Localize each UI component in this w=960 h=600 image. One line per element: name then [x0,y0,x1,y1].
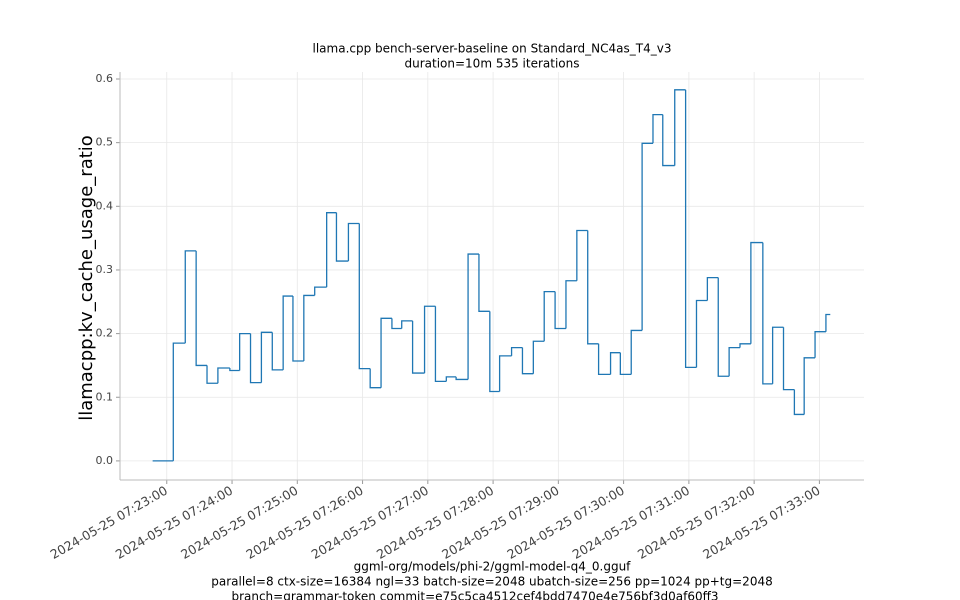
line-step [609,352,621,375]
line-step [597,343,611,375]
line-step [411,320,425,374]
line-step [271,332,284,371]
line-step [684,89,697,368]
line-step [358,223,371,370]
line-step [662,114,675,167]
line-step [543,290,556,342]
line-step [423,305,436,374]
line-step [249,333,262,384]
line-step [478,254,490,312]
y-tick-label: 0.6 [96,72,114,85]
line-step [467,253,479,380]
y-tick-label: 0.0 [96,454,114,467]
x-tick-label: 2024-05-25 07:25:00 [178,483,301,562]
x-tick-label: 2024-05-25 07:23:00 [48,483,171,562]
line-step [803,357,816,415]
line-step [825,313,831,332]
line-step [282,295,293,370]
line-step [498,355,512,392]
x-tick-label: 2024-05-25 07:33:00 [700,483,823,562]
y-tick-label: 0.2 [96,327,114,340]
footer-line: ggml-org/models/phi-2/ggml-model-q4_0.gg… [354,560,632,574]
line-step [206,365,218,384]
line-step [706,276,719,301]
line-step [641,142,653,331]
line-step [793,389,805,416]
y-tick-label: 0.5 [96,136,114,149]
line-step [172,342,186,461]
y-axis-label: llamacpp:kv_cache_usage_ratio [76,135,97,421]
line-step [728,346,740,377]
line-step [565,280,577,329]
line-step [576,229,588,281]
line-step [674,89,686,166]
line-step [782,327,795,391]
line-step [238,332,251,371]
line-step [532,340,545,374]
line-step [335,212,349,262]
line-step [445,376,457,382]
footer-line: parallel=8 ctx-size=16384 ngl=33 batch-s… [211,575,772,589]
line-step [380,317,392,388]
line-step [489,311,500,393]
line-step [314,286,327,296]
chart-title: llama.cpp bench-server-baseline on Stand… [313,42,672,56]
line-step [347,222,360,262]
line-step [652,113,663,144]
line-step [229,367,240,372]
x-tick-label: 2024-05-25 07:28:00 [374,483,497,562]
line-step [401,320,413,329]
x-tick-label: 2024-05-25 07:24:00 [113,483,236,562]
line-step [762,242,773,385]
y-tick-label: 0.1 [96,390,114,403]
line-step [455,376,469,381]
x-tick-label: 2024-05-25 07:27:00 [309,483,432,562]
x-tick-label: 2024-05-25 07:30:00 [504,483,627,562]
line-step [292,296,304,362]
x-tick-label: 2024-05-25 07:26:00 [243,483,366,562]
y-tick-label: 0.3 [96,263,114,276]
x-tick-label: 2024-05-25 07:32:00 [635,483,758,562]
line-step [369,368,382,389]
line-step [521,347,534,375]
line-step [695,299,708,368]
line-step [619,352,632,375]
y-tick-label: 0.4 [96,199,114,212]
line-step [510,346,523,356]
line-step [326,212,337,288]
line-step [750,241,763,344]
x-tick-label: 2024-05-25 07:31:00 [570,483,693,562]
line-step [195,250,208,367]
chart-subtitle: duration=10m 535 iterations [405,57,580,71]
line-step [587,230,599,345]
x-tick-label: 2024-05-25 07:29:00 [439,483,562,562]
line-step [217,367,230,384]
line-step [303,294,315,361]
line-step [184,250,197,344]
line-step [739,343,751,348]
line-step [814,331,826,358]
line-step [391,318,402,330]
line-step [717,277,730,377]
footer-line: branch=grammar-token commit=e75c5ca4512c… [231,590,718,600]
line-step [260,331,273,383]
line-step [554,291,566,330]
line-step [630,329,643,375]
line-step [771,326,784,384]
line-step [434,306,447,382]
